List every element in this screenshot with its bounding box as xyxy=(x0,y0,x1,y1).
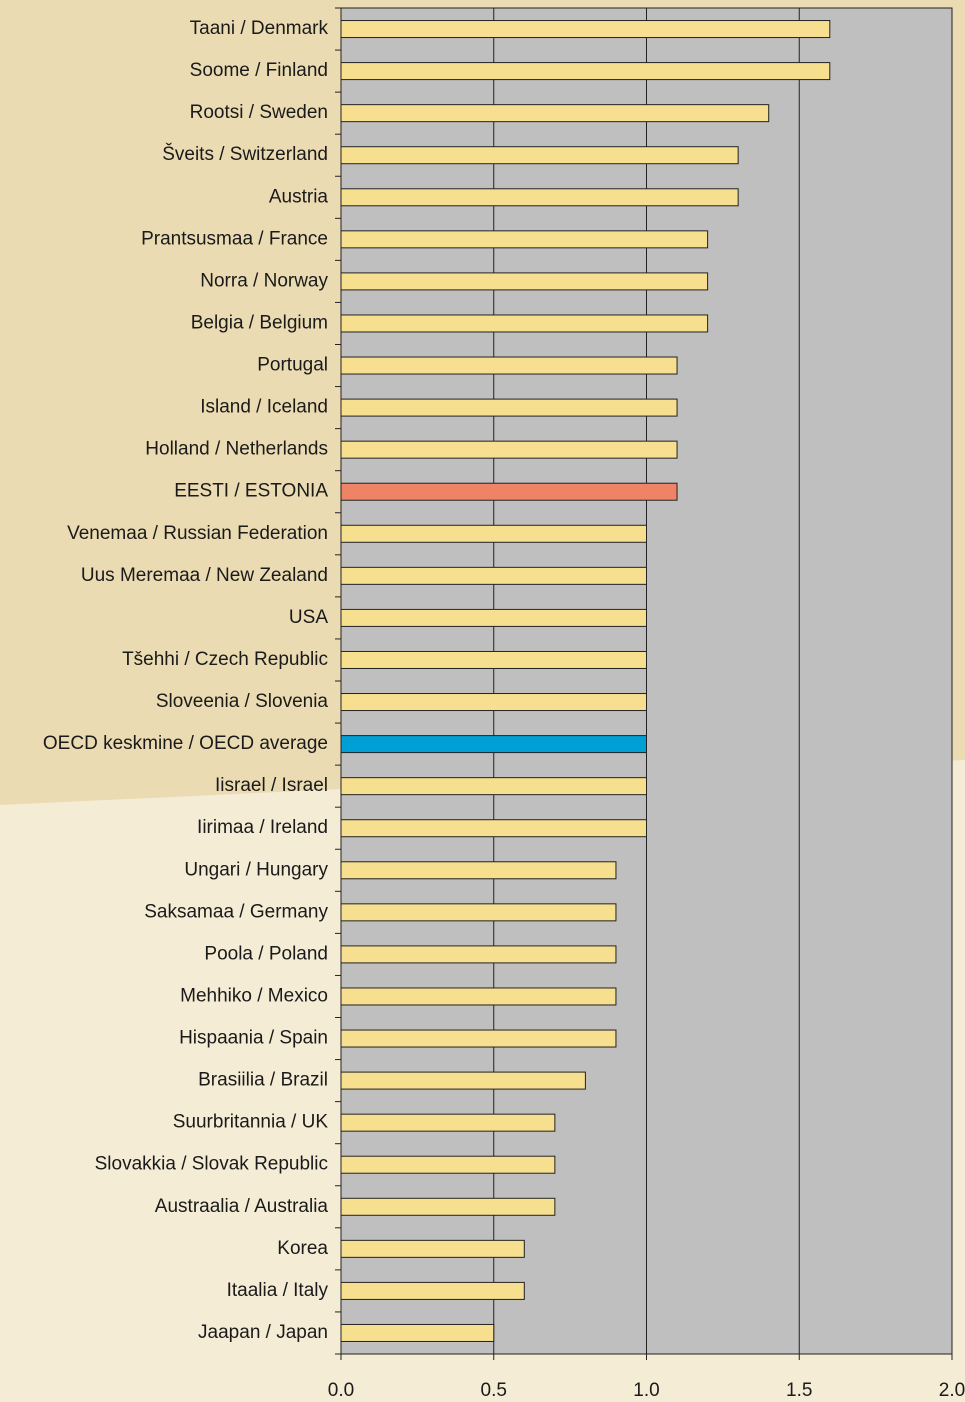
y-tick-label: Belgia / Belgium xyxy=(191,312,328,333)
bar xyxy=(340,104,770,123)
y-tick-label: Soome / Finland xyxy=(190,60,328,81)
bar xyxy=(340,650,647,669)
bar xyxy=(340,1239,525,1258)
y-tick-label: Iirimaa / Ireland xyxy=(197,817,328,838)
y-tick-label: Suurbritannia / UK xyxy=(173,1112,329,1133)
bar xyxy=(340,1323,495,1342)
x-tick-label: 1.0 xyxy=(633,1380,659,1401)
bar xyxy=(340,1071,586,1090)
bar xyxy=(340,272,709,291)
y-tick-label: Iisrael / Israel xyxy=(215,775,328,796)
x-tick-label: 0.0 xyxy=(328,1380,354,1401)
y-tick-label: Portugal xyxy=(257,355,328,376)
y-tick-label: Holland / Netherlands xyxy=(145,439,328,460)
y-tick-label: OECD keskmine / OECD average xyxy=(43,733,328,754)
bar xyxy=(340,1029,617,1048)
bar xyxy=(340,987,617,1006)
bar xyxy=(340,735,647,754)
y-tick-label: Rootsi / Sweden xyxy=(190,102,328,123)
y-tick-label: Mehhiko / Mexico xyxy=(180,985,328,1006)
bar xyxy=(340,146,739,165)
bar xyxy=(340,1155,556,1174)
y-tick-label: Šveits / Switzerland xyxy=(162,143,328,165)
x-tick-label: 2.0 xyxy=(939,1380,965,1401)
bar xyxy=(340,861,617,880)
y-tick-label: Norra / Norway xyxy=(200,270,328,291)
y-tick-label: Itaalia / Italy xyxy=(227,1280,329,1301)
bar xyxy=(340,566,647,585)
bar xyxy=(340,819,647,838)
bar xyxy=(340,608,647,627)
bar xyxy=(340,62,831,81)
bar xyxy=(340,20,831,39)
bar xyxy=(340,356,678,375)
y-tick-label: Korea xyxy=(277,1238,328,1259)
y-tick-label: Sloveenia / Slovenia xyxy=(156,691,329,712)
y-tick-label: Ungari / Hungary xyxy=(184,859,328,880)
y-tick-label: Poola / Poland xyxy=(204,943,328,964)
x-tick-label: 1.5 xyxy=(786,1380,812,1401)
y-tick-label: Island / Iceland xyxy=(200,397,328,418)
y-tick-label: Jaapan / Japan xyxy=(198,1322,328,1343)
bar xyxy=(340,482,678,501)
bar xyxy=(340,524,647,543)
y-tick-label: Taani / Denmark xyxy=(190,18,329,39)
bar xyxy=(340,188,739,207)
y-tick-label: Prantsusmaa / France xyxy=(141,228,328,249)
x-tick-label: 0.5 xyxy=(481,1380,507,1401)
bar xyxy=(340,398,678,417)
y-tick-label: Austraalia / Australia xyxy=(155,1196,329,1217)
y-tick-label: Saksamaa / Germany xyxy=(144,901,328,922)
y-tick-label: USA xyxy=(289,607,328,628)
bar xyxy=(340,777,647,796)
bar xyxy=(340,1197,556,1216)
y-tick-label: Venemaa / Russian Federation xyxy=(67,523,328,544)
bar xyxy=(340,440,678,459)
y-tick-label: Slovakkia / Slovak Republic xyxy=(95,1154,328,1175)
y-tick-label: Tšehhi / Czech Republic xyxy=(122,649,328,670)
bar xyxy=(340,314,709,333)
bar xyxy=(340,1113,556,1132)
bar xyxy=(340,693,647,712)
y-tick-label: Austria xyxy=(269,186,329,207)
bar xyxy=(340,903,617,922)
bar xyxy=(340,1281,525,1300)
bar xyxy=(340,945,617,964)
y-tick-label: Uus Meremaa / New Zealand xyxy=(81,565,328,586)
bar xyxy=(340,230,709,249)
y-tick-label: Brasiilia / Brazil xyxy=(198,1070,328,1091)
y-tick-label: Hispaania / Spain xyxy=(179,1028,328,1049)
y-tick-label: EESTI / ESTONIA xyxy=(174,481,328,502)
